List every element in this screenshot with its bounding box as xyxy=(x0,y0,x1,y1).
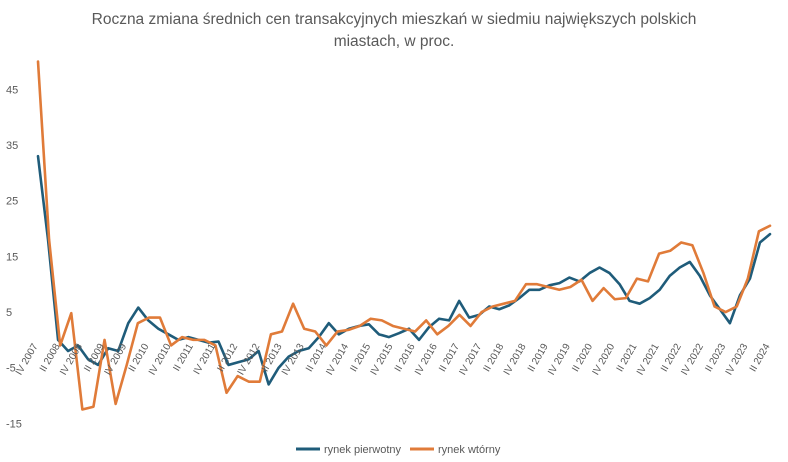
x-tick-label: IV 2007 xyxy=(14,342,41,378)
legend-label-primary: rynek pierwotny xyxy=(324,444,402,456)
chart-title-line-1: Roczna zmiana średnich cen transakcyjnyc… xyxy=(92,11,697,28)
y-tick-label: -15 xyxy=(6,418,22,430)
x-tick-label: IV 2012 xyxy=(236,342,263,378)
y-tick-label: -5 xyxy=(6,363,16,375)
series-line-secondary xyxy=(36,60,772,411)
x-tick-label: II 2024 xyxy=(748,342,773,374)
y-tick-label: 45 xyxy=(6,84,18,96)
x-tick-label: IV 2011 xyxy=(192,342,219,377)
x-tick-label: IV 2010 xyxy=(147,342,174,378)
legend-label-secondary: rynek wtórny xyxy=(438,444,501,456)
x-tick-label: IV 2015 xyxy=(369,342,396,378)
series-line-primary xyxy=(36,154,772,386)
x-tick-label: IV 2008 xyxy=(58,342,85,378)
chart-title-line-2: miastach, w proc. xyxy=(334,33,455,50)
y-tick-label: 35 xyxy=(6,140,18,152)
x-tick-label: IV 2018 xyxy=(502,342,529,378)
x-tick-label: IV 2017 xyxy=(457,342,484,378)
x-tick-label: IV 2013 xyxy=(280,342,307,378)
x-tick-label: IV 2020 xyxy=(591,342,618,378)
y-tick-label: 5 xyxy=(6,307,12,319)
x-tick-label: IV 2022 xyxy=(679,342,706,378)
x-tick-label: IV 2016 xyxy=(413,342,440,378)
legend: rynek pierwotny rynek wtórny xyxy=(296,444,501,456)
y-tick-label: 25 xyxy=(6,196,18,208)
plot-area xyxy=(36,60,772,411)
y-tick-label: 15 xyxy=(6,251,18,263)
x-tick-label: IV 2019 xyxy=(546,342,573,378)
x-tick-label: IV 2023 xyxy=(724,342,751,378)
x-tick-label: IV 2014 xyxy=(324,342,351,378)
x-tick-label: IV 2021 xyxy=(635,342,662,378)
y-axis: -15 -5 5 15 25 35 45 xyxy=(6,84,22,430)
